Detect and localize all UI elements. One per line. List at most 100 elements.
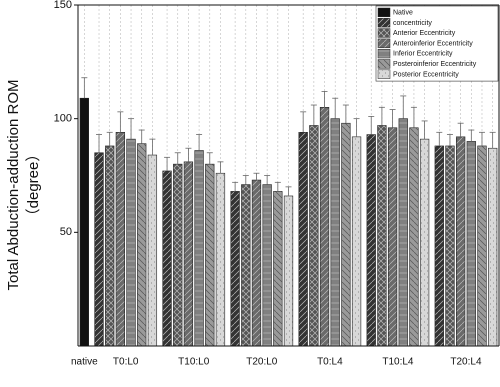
error-bar	[96, 134, 103, 153]
bar	[115, 132, 126, 347]
legend-swatch	[377, 69, 391, 79]
bar	[283, 195, 294, 347]
legend-swatch	[377, 28, 391, 38]
y-axis-label: Total Abduction-adduction ROM	[5, 80, 22, 291]
error-bar	[400, 95, 407, 119]
error-bar	[321, 90, 328, 108]
bar	[445, 145, 455, 347]
error-bar	[138, 129, 145, 144]
error-bar	[106, 131, 113, 146]
error-bar	[149, 138, 156, 156]
bar	[173, 163, 183, 347]
y-tick-label: 50	[60, 226, 72, 238]
error-bar	[468, 129, 475, 142]
bar	[477, 145, 487, 347]
legend-swatch	[377, 18, 391, 28]
bar	[434, 145, 444, 347]
x-tick-label: T10:L0	[178, 357, 210, 368]
x-tick-label: T10:L4	[382, 357, 414, 368]
error-bar	[217, 161, 224, 174]
error-bar	[196, 134, 203, 151]
y-tick-label: 150	[54, 0, 72, 11]
legend-label: Native	[393, 9, 413, 16]
error-bar	[446, 134, 453, 146]
bar	[309, 125, 319, 347]
bar	[162, 170, 172, 347]
bar	[251, 179, 262, 347]
bar	[194, 150, 204, 347]
error-bar	[378, 106, 385, 126]
bar	[137, 143, 147, 347]
bar	[377, 125, 387, 347]
legend-label: Anterior Eccentricity	[393, 30, 456, 37]
bar	[262, 184, 272, 347]
legend-box	[375, 5, 499, 82]
bar	[273, 191, 283, 347]
x-tick-label: T0:L0	[113, 357, 139, 368]
bar	[330, 118, 340, 347]
error-bar	[332, 97, 339, 119]
error-bar	[353, 118, 360, 137]
error-bar	[310, 104, 317, 126]
error-bar	[489, 131, 496, 149]
legend-label: Posteroinferior Eccentricity	[393, 61, 477, 68]
bar	[230, 191, 240, 347]
bar	[387, 127, 398, 347]
bar	[79, 97, 89, 347]
bar	[126, 138, 136, 347]
error-bar	[410, 106, 417, 128]
legend-label: Inferior Eccentricity	[393, 51, 453, 58]
error-bar	[253, 172, 260, 181]
legend-swatch	[377, 7, 391, 18]
bar	[147, 154, 158, 347]
bar	[409, 127, 419, 347]
error-bar	[389, 109, 396, 128]
legend-swatch	[377, 59, 391, 69]
x-tick-label: T20:L0	[246, 357, 278, 368]
bar	[488, 147, 498, 347]
error-bar	[242, 175, 249, 185]
error-bar	[164, 156, 171, 171]
error-bar	[174, 152, 181, 165]
error-bar	[81, 77, 88, 99]
bar	[341, 122, 351, 347]
bar	[351, 136, 362, 347]
error-bar	[285, 186, 292, 196]
bar	[215, 172, 226, 347]
error-bar	[478, 131, 485, 146]
x-tick-label: T20:L4	[450, 357, 482, 368]
y-tick-label: 100	[54, 113, 72, 125]
bar	[298, 132, 308, 347]
x-tick-label: T0:L4	[317, 357, 343, 368]
error-bar	[185, 147, 192, 162]
bar	[319, 107, 330, 347]
error-bar	[300, 111, 307, 133]
error-bar	[264, 175, 271, 185]
legend-swatch	[377, 48, 391, 59]
error-bar	[206, 152, 213, 165]
legend-label: Anteroinferior Eccentricity	[393, 40, 473, 47]
bar	[366, 134, 376, 347]
x-tick-label: native	[71, 357, 98, 368]
bar	[94, 152, 104, 347]
error-bar	[117, 111, 124, 133]
error-bar	[128, 118, 135, 140]
bar	[105, 145, 115, 347]
error-bar	[368, 115, 375, 135]
y-axis-unit: （degree）	[25, 147, 42, 224]
legend-label: Posterior Eccentricity	[393, 71, 459, 78]
error-bar	[457, 122, 464, 137]
bar	[466, 141, 476, 347]
legend-swatch	[377, 38, 391, 48]
error-bar	[342, 104, 349, 124]
bar	[183, 161, 194, 347]
error-bar	[274, 181, 281, 192]
bar	[398, 118, 408, 347]
bar	[455, 136, 466, 347]
bar	[241, 184, 251, 347]
error-bar	[232, 181, 239, 192]
error-bar	[421, 120, 428, 140]
error-bar	[436, 131, 443, 146]
bar	[419, 138, 430, 347]
